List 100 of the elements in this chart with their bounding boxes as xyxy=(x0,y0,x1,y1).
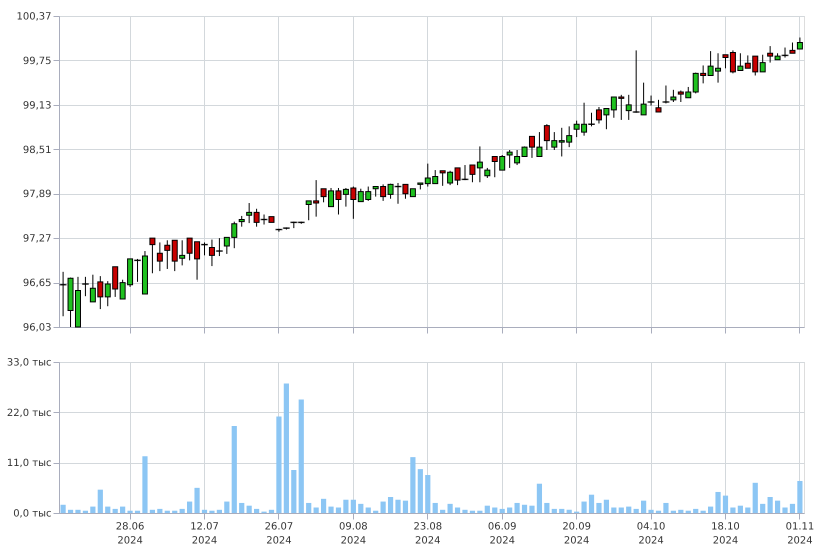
y-tick-label: 96,65 xyxy=(22,278,52,290)
bar xyxy=(224,502,230,513)
y-tick-label: 99,13 xyxy=(22,100,52,112)
bar xyxy=(395,500,401,513)
bar xyxy=(276,416,282,513)
bar xyxy=(782,508,788,513)
bar xyxy=(760,504,766,513)
y-tick-label: 97,89 xyxy=(22,189,52,200)
candlestick xyxy=(796,37,803,50)
y-tick-label: 11,0 тыс xyxy=(6,458,52,470)
bar xyxy=(343,500,349,513)
bar xyxy=(202,510,208,513)
bar xyxy=(284,384,289,513)
y-tick-label: 0,0 тыс xyxy=(13,508,52,520)
bar xyxy=(492,508,498,513)
bar xyxy=(566,510,572,513)
bar xyxy=(790,504,796,513)
y-tick-label: 97,27 xyxy=(22,234,52,245)
candlestick xyxy=(626,94,632,120)
candlestick xyxy=(149,238,156,274)
bar xyxy=(440,510,446,513)
bar xyxy=(402,500,408,513)
bar xyxy=(552,508,557,513)
bar xyxy=(641,500,646,513)
bar xyxy=(722,496,728,513)
bar xyxy=(797,480,803,513)
bar xyxy=(618,508,624,513)
y-tick-label: 33,0 тыс xyxy=(6,358,52,368)
x-tick-label: 20.09 2024 xyxy=(562,522,591,546)
bar xyxy=(291,470,296,513)
bar xyxy=(693,508,698,513)
candlestick xyxy=(670,89,676,102)
candlestick xyxy=(238,215,245,228)
bar xyxy=(730,508,736,513)
bar xyxy=(358,504,364,513)
bar xyxy=(142,456,148,513)
bar xyxy=(306,502,312,513)
bar xyxy=(120,506,126,513)
bar xyxy=(774,500,780,513)
bar xyxy=(216,510,222,513)
bar xyxy=(180,508,185,513)
bar xyxy=(514,502,520,513)
bar xyxy=(529,506,535,513)
bar xyxy=(194,488,200,513)
bar xyxy=(626,506,632,513)
bar xyxy=(157,508,162,513)
y-tick-label: 99,75 xyxy=(22,56,52,67)
x-tick-label: 04.10 2024 xyxy=(636,522,666,546)
bar xyxy=(596,502,602,513)
x-tick-label: 12.07 2024 xyxy=(190,522,219,546)
x-tick-label: 06.09 2024 xyxy=(488,522,517,546)
bar xyxy=(522,504,528,513)
candlestick xyxy=(82,276,89,297)
bar xyxy=(604,500,610,513)
bar xyxy=(500,508,505,513)
bar xyxy=(380,502,386,513)
bar xyxy=(268,510,274,513)
candlestick xyxy=(506,150,513,168)
bar xyxy=(336,508,342,513)
candlestick xyxy=(656,99,662,113)
bar xyxy=(254,508,260,513)
y-tick-label: 22,0 тыс xyxy=(6,408,52,419)
bar xyxy=(715,492,721,513)
bar xyxy=(98,490,103,513)
x-tick-label: 01.11 2024 xyxy=(786,522,814,546)
candlestick xyxy=(789,42,796,54)
bar xyxy=(708,506,714,513)
bar xyxy=(350,500,356,513)
bar xyxy=(232,426,237,513)
bar xyxy=(768,496,773,513)
bar xyxy=(60,504,66,513)
bar xyxy=(432,502,438,513)
x-tick-label: 18.10 2024 xyxy=(711,522,740,546)
bar xyxy=(448,504,453,513)
y-tick-label: 100,37 xyxy=(16,12,52,22)
bar xyxy=(246,506,252,513)
bar xyxy=(90,506,96,513)
bar xyxy=(544,502,550,513)
y-tick-label: 96,03 xyxy=(22,322,52,334)
bar xyxy=(314,508,319,513)
bar xyxy=(559,508,564,513)
bar xyxy=(105,506,110,513)
bar xyxy=(611,508,616,513)
bar xyxy=(536,484,542,513)
bar xyxy=(678,510,684,513)
x-tick-label: 09.08 2024 xyxy=(339,522,368,546)
bar xyxy=(366,508,371,513)
bar xyxy=(745,508,750,513)
x-tick-label: 23.08 2024 xyxy=(413,522,442,546)
candlestick xyxy=(648,95,655,106)
x-tick-label: 26.07 2024 xyxy=(264,522,294,546)
bar xyxy=(187,502,192,513)
y-tick-label: 98,51 xyxy=(22,144,52,156)
bar xyxy=(581,502,587,513)
candlestick xyxy=(156,242,163,272)
bar xyxy=(484,506,490,513)
bar xyxy=(239,502,244,513)
bar xyxy=(418,469,423,513)
bar xyxy=(112,508,118,513)
bar xyxy=(454,508,460,513)
